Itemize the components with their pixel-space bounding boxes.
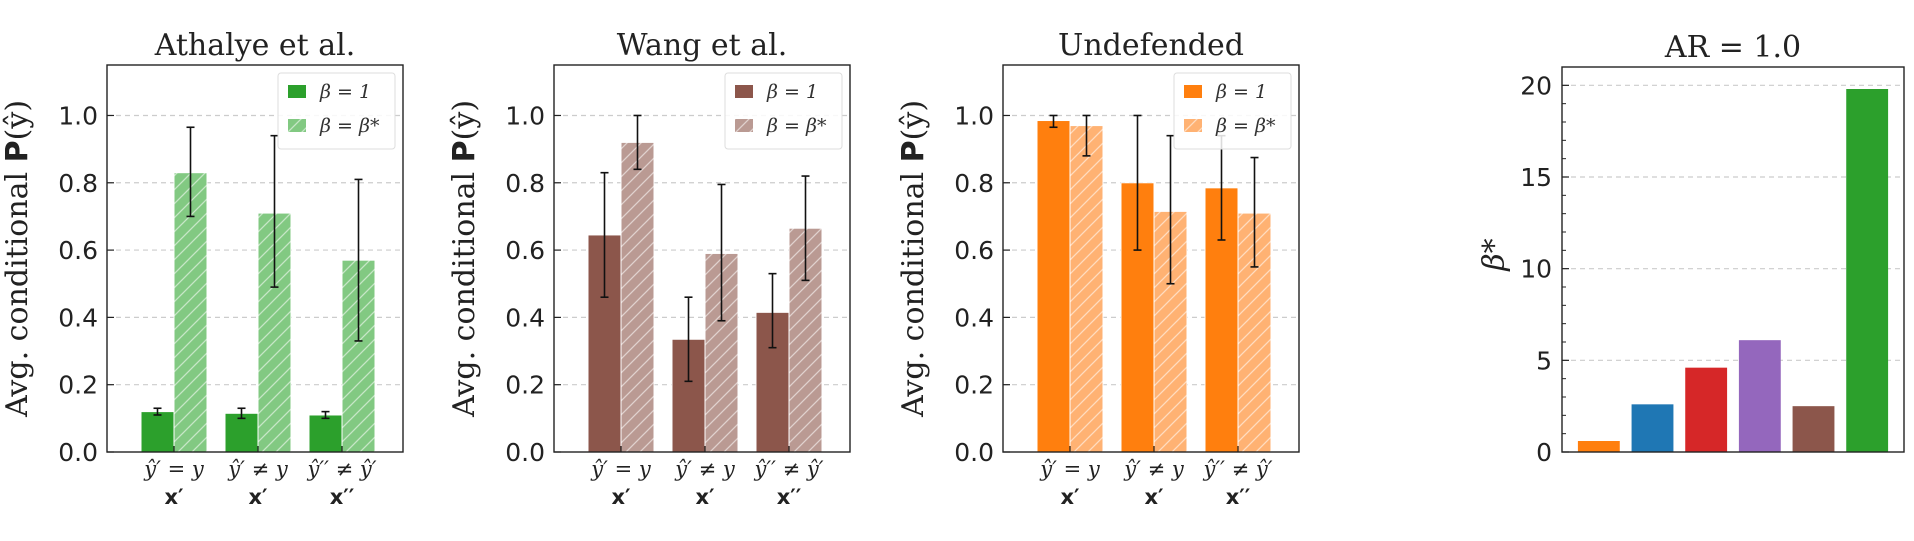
legend: β = 1 β = β*	[1173, 72, 1292, 150]
y-tick-label: 0.0	[954, 438, 994, 467]
legend-swatch	[1184, 85, 1202, 98]
bar	[1685, 367, 1728, 452]
y-tick-label: 0.0	[505, 438, 545, 467]
panel-title: AR = 1.0	[1664, 30, 1801, 65]
y-label-text: Avg. conditional	[447, 162, 482, 418]
y-axis-label: Avg. conditional P(ŷ)	[0, 100, 35, 418]
legend-label: β = 1	[766, 81, 818, 103]
y-label-paren: (ŷ)	[896, 100, 931, 140]
bar	[308, 414, 343, 453]
x-tick-label: ŷ′′ ≠ ŷ′	[307, 457, 377, 481]
bar	[1577, 441, 1620, 452]
x-tick-label-sub: x′	[1060, 485, 1080, 509]
x-tick-label: ŷ′ ≠ y	[674, 457, 736, 481]
legend-label: β = 1	[1215, 81, 1267, 103]
y-label-bold: P	[896, 140, 931, 162]
x-tick-label-sub: x′	[248, 485, 268, 509]
bar-hatch	[174, 172, 207, 452]
axes-frame	[1002, 64, 1300, 453]
y-axis-label: β*	[1477, 238, 1512, 271]
y-tick-label: 5	[1536, 346, 1552, 375]
axes-frame	[553, 64, 851, 453]
panel-1: 0.0 0.2 0.4 0.6 0.8 1.0 Wang et al. Avg. condit…	[447, 28, 851, 509]
legend: β = 1 β = β*	[724, 72, 843, 150]
y-axis-label: Avg. conditional P(ŷ)	[896, 100, 931, 418]
legend-swatch	[735, 85, 753, 98]
y-tick-label: 0.8	[954, 169, 994, 198]
y-tick-label: 0.8	[505, 169, 545, 198]
bar	[140, 411, 175, 453]
y-tick-label: 0.2	[954, 371, 994, 400]
x-tick-label-sub: x′′	[777, 485, 802, 509]
panel-3: 0 5 10 15 20 AR = 1.0 β*	[1477, 30, 1905, 467]
bar	[1792, 406, 1835, 452]
y-label-text: Avg. conditional	[896, 162, 931, 418]
y-tick-label: 0	[1536, 438, 1552, 467]
panel-title: Wang et al.	[617, 28, 788, 63]
x-tick-label-sub: x′′	[1226, 485, 1251, 509]
bar	[1036, 120, 1071, 453]
axes-frame	[106, 64, 404, 453]
y-label-bold: P	[447, 140, 482, 162]
x-tick-label-sub: x′	[611, 485, 631, 509]
legend-label: β = 1	[319, 81, 371, 103]
legend-swatch-hatch	[1184, 119, 1202, 132]
y-tick-label: 0.6	[954, 236, 994, 265]
legend-box	[724, 72, 843, 150]
x-tick-label: ŷ′ = y	[1039, 457, 1101, 481]
x-tick-label: ŷ′ ≠ y	[1123, 457, 1185, 481]
legend-label: β = β*	[1215, 115, 1276, 137]
legend-label: β = β*	[766, 115, 827, 137]
y-tick-label: 1.0	[505, 101, 545, 130]
y-tick-label: 0.6	[58, 236, 98, 265]
legend-swatch	[288, 85, 306, 98]
y-tick-label: 0.8	[58, 169, 98, 198]
legend-label: β = β*	[319, 115, 380, 137]
y-tick-label: 0.4	[58, 303, 98, 332]
x-tick-label-sub: x′′	[330, 485, 355, 509]
y-tick-label: 10	[1520, 255, 1552, 284]
y-tick-label: 0.2	[505, 371, 545, 400]
x-tick-label-sub: x′	[695, 485, 715, 509]
legend-box	[277, 72, 396, 150]
x-tick-label: ŷ′′ ≠ ŷ′	[1203, 457, 1273, 481]
legend-swatch-hatch	[288, 119, 306, 132]
y-tick-label: 1.0	[58, 101, 98, 130]
x-tick-label: ŷ′ ≠ y	[227, 457, 289, 481]
y-tick-label: 0.4	[505, 303, 545, 332]
y-tick-label: 15	[1520, 163, 1552, 192]
panel-0: 0.0 0.2 0.4 0.6 0.8 1.0 Athalye et al. Avg. con…	[0, 28, 404, 509]
x-tick-label-sub: x′	[1144, 485, 1164, 509]
y-label-paren: (ŷ)	[0, 100, 35, 140]
bar-hatch	[1070, 125, 1103, 452]
y-label-paren: (ŷ)	[447, 100, 482, 140]
y-tick-label: 1.0	[954, 101, 994, 130]
panel-title: Undefended	[1058, 28, 1244, 63]
x-tick-label: ŷ′ = y	[590, 457, 652, 481]
bar	[1846, 89, 1889, 452]
y-tick-label: 0.4	[954, 303, 994, 332]
bar	[1631, 404, 1674, 452]
panel-title: Athalye et al.	[154, 28, 356, 63]
y-label-bold: P	[0, 140, 35, 162]
axes-frame	[1561, 66, 1905, 453]
y-tick-label: 20	[1520, 71, 1552, 100]
legend-swatch-hatch	[735, 119, 753, 132]
x-tick-label: ŷ′ = y	[143, 457, 205, 481]
y-tick-label: 0.2	[58, 371, 98, 400]
y-axis-label: Avg. conditional P(ŷ)	[447, 100, 482, 418]
y-tick-label: 0.6	[505, 236, 545, 265]
x-tick-label: ŷ′′ ≠ ŷ′	[754, 457, 824, 481]
panel-2: 0.0 0.2 0.4 0.6 0.8 1.0 Undefended Avg. conditi…	[896, 28, 1300, 509]
legend-box	[1173, 72, 1292, 150]
y-label-text: Avg. conditional	[0, 162, 35, 418]
bar	[1738, 340, 1781, 452]
x-tick-label-sub: x′	[164, 485, 184, 509]
legend: β = 1 β = β*	[277, 72, 396, 150]
bar-hatch	[621, 142, 654, 452]
y-tick-label: 0.0	[58, 438, 98, 467]
